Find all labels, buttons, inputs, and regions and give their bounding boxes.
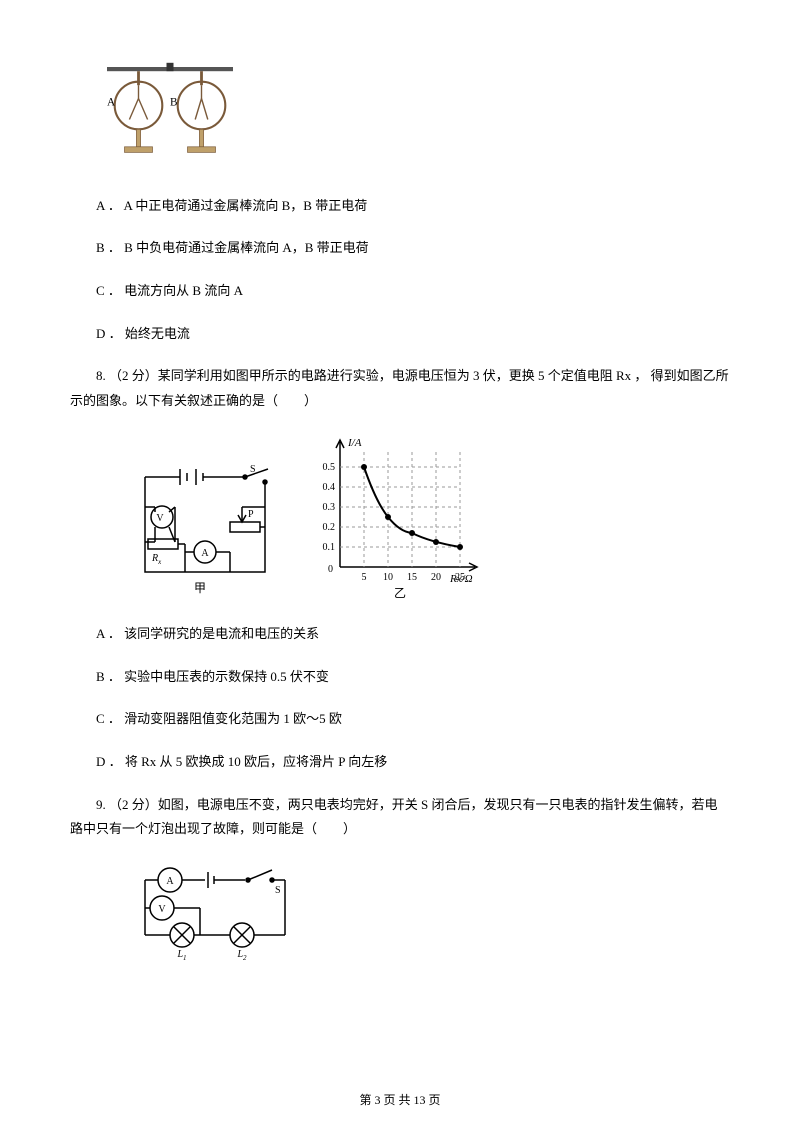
- svg-text:乙: 乙: [394, 586, 406, 600]
- q7-option-a: A ． A 中正电荷通过金属棒流向 B，B 带正电荷: [70, 194, 730, 219]
- svg-text:P: P: [248, 509, 254, 520]
- svg-text:V: V: [156, 513, 164, 524]
- svg-text:10: 10: [383, 572, 393, 583]
- page-footer: 第 3 页 共 13 页: [0, 1089, 800, 1112]
- q8-option-a: A ． 该同学研究的是电流和电压的关系: [70, 622, 730, 647]
- svg-text:B: B: [170, 97, 177, 109]
- svg-text:0.1: 0.1: [323, 542, 336, 553]
- q8-figures: V A Rx S P 甲: [130, 432, 730, 602]
- q9-figure: A V S L1 L2: [130, 860, 730, 969]
- svg-text:S: S: [250, 464, 256, 475]
- q9-circuit-svg: A V S L1 L2: [130, 860, 300, 960]
- svg-text:20: 20: [431, 572, 441, 583]
- svg-text:15: 15: [407, 572, 417, 583]
- svg-text:L1: L1: [176, 949, 186, 960]
- svg-text:甲: 甲: [194, 581, 206, 595]
- q8-option-d: D ． 将 Rx 从 5 欧换成 10 欧后，应将滑片 P 向左移: [70, 750, 730, 775]
- q8-graph-svg: I/A Rx/Ω 0 0.1 0.2 0.3 0.4 0.5 5 10 15 2…: [300, 432, 490, 602]
- svg-text:A: A: [107, 97, 115, 109]
- svg-text:A: A: [201, 548, 209, 559]
- q7-option-c: C ． 电流方向从 B 流向 A: [70, 279, 730, 304]
- q8-option-b: B ． 实验中电压表的示数保持 0.5 伏不变: [70, 665, 730, 690]
- q7-option-b: B ． B 中负电荷通过金属棒流向 A，B 带正电荷: [70, 236, 730, 261]
- svg-text:Rx: Rx: [151, 553, 162, 566]
- svg-text:L2: L2: [236, 949, 247, 960]
- svg-text:A: A: [166, 876, 174, 887]
- q7-option-d: D ． 始终无电流: [70, 322, 730, 347]
- svg-text:0: 0: [328, 564, 333, 575]
- svg-text:I/A: I/A: [347, 437, 362, 449]
- svg-text:S: S: [275, 885, 281, 896]
- q9-stem: 9. （2 分）如图，电源电压不变，两只电表均完好，开关 S 闭合后，发现只有一…: [70, 793, 730, 842]
- q8-option-c: C ． 滑动变阻器阻值变化范围为 1 欧～5 欧: [70, 707, 730, 732]
- electroscope-svg: A B: [100, 60, 240, 165]
- svg-text:0.4: 0.4: [323, 482, 336, 493]
- q8-stem: 8. （2 分）某同学利用如图甲所示的电路进行实验，电源电压恒为 3 伏，更换 …: [70, 364, 730, 413]
- svg-text:V: V: [158, 904, 166, 915]
- svg-text:5: 5: [362, 572, 367, 583]
- svg-text:0.3: 0.3: [323, 502, 336, 513]
- svg-text:25: 25: [455, 572, 465, 583]
- svg-text:0.2: 0.2: [323, 522, 336, 533]
- electroscope-figure: A B: [100, 60, 730, 174]
- q8-circuit-svg: V A Rx S P 甲: [130, 457, 280, 602]
- svg-text:0.5: 0.5: [323, 462, 336, 473]
